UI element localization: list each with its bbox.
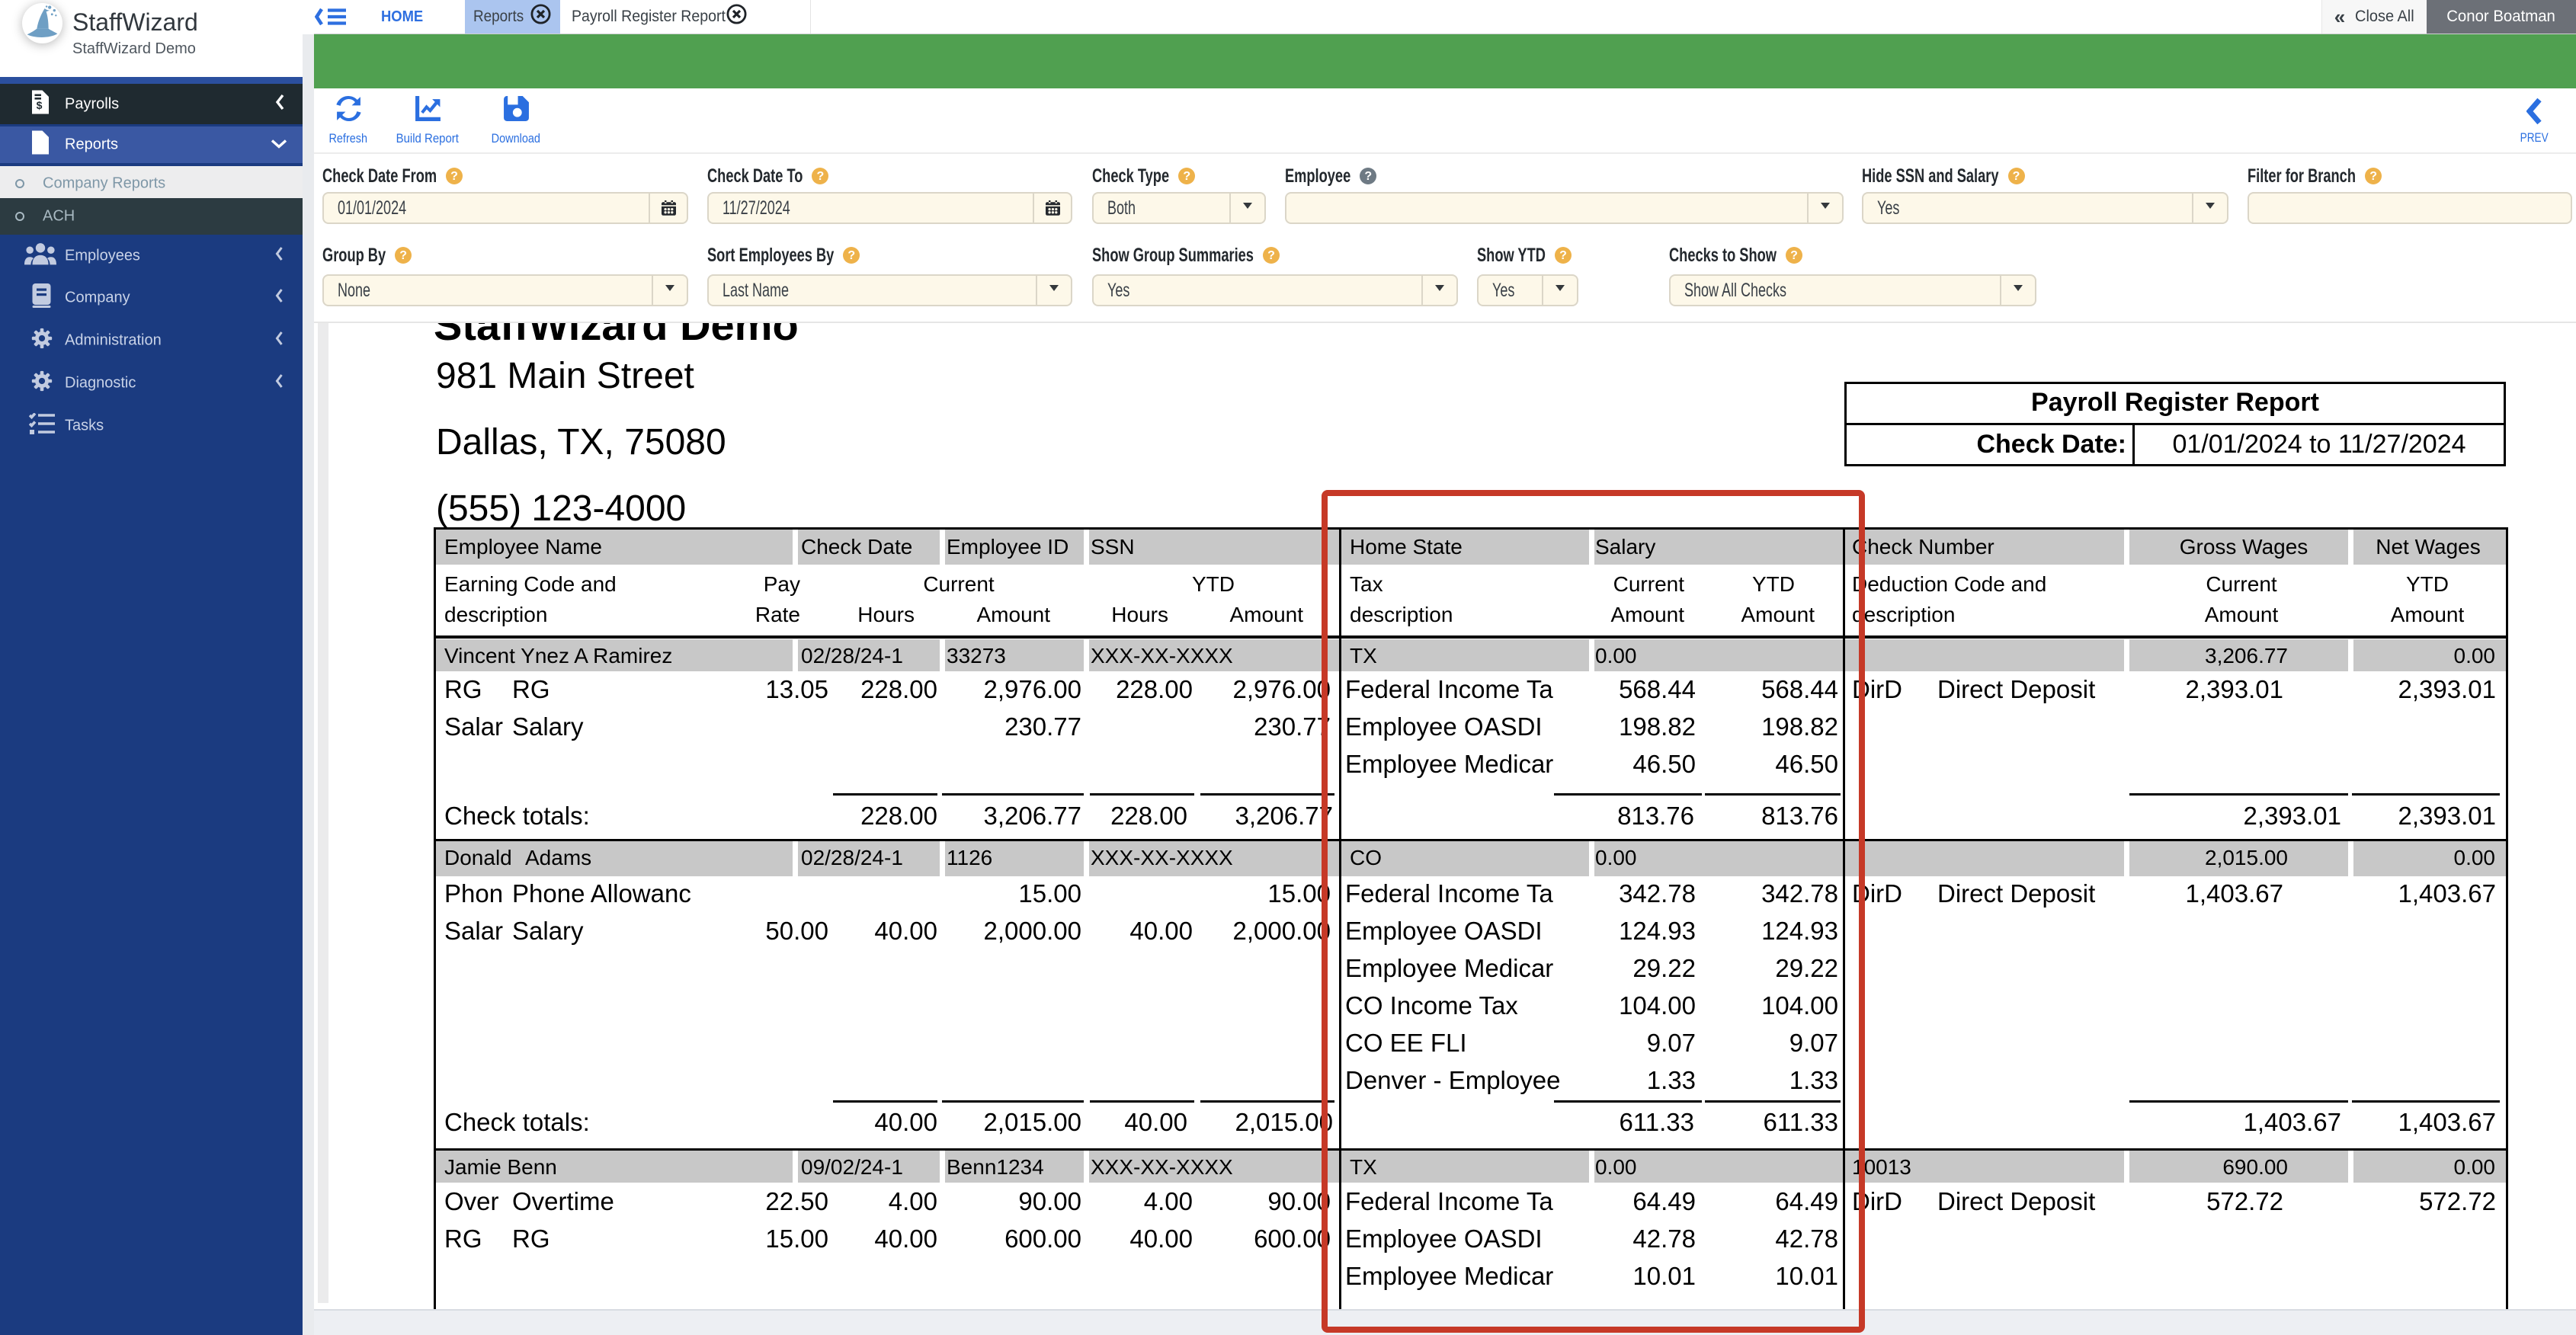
svg-text:$: $ [37,99,43,111]
